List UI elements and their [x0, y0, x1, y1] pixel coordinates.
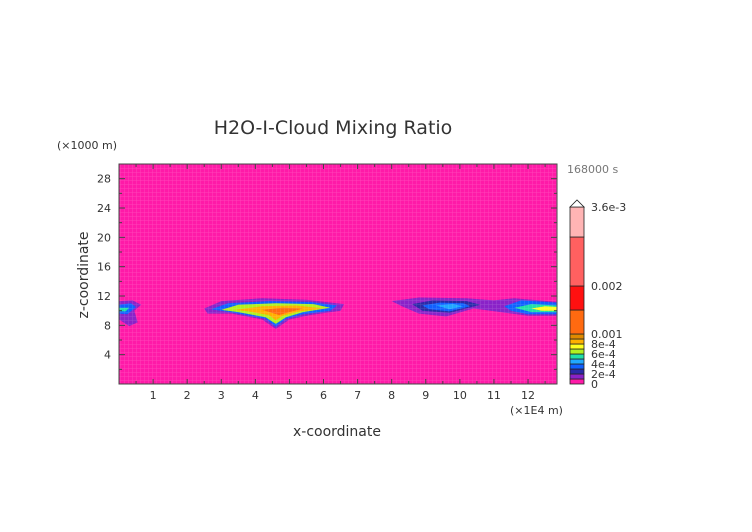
- y-tick-label: 28: [97, 173, 111, 186]
- colorbar-band: [569, 358, 585, 365]
- x-tick-label: 11: [487, 389, 501, 402]
- x-unit-label: (×1E4 m): [510, 404, 563, 417]
- y-tick-label: 4: [104, 349, 111, 362]
- colorbar-band: [569, 368, 585, 375]
- colorbar-label: 0.001: [591, 328, 623, 341]
- colorbar-band: [569, 353, 585, 360]
- x-tick-label: 6: [320, 389, 327, 402]
- colorbar-band: [569, 338, 585, 345]
- colorbar-band: [569, 363, 585, 370]
- colorbar-label: 0.002: [591, 280, 623, 293]
- colorbar-label: 8e-4: [591, 338, 616, 351]
- colorbar-label: 6e-4: [591, 348, 616, 361]
- chart-title: H2O-I-Cloud Mixing Ratio: [214, 117, 453, 139]
- x-tick-label: 1: [150, 389, 157, 402]
- x-tick-label: 7: [354, 389, 361, 402]
- x-tick-label: 9: [422, 389, 429, 402]
- x-tick-label: 12: [521, 389, 535, 402]
- x-tick-label: 5: [286, 389, 293, 402]
- y-unit-label: (×1000 m): [57, 139, 117, 152]
- x-axis-label: x-coordinate: [293, 424, 381, 440]
- y-tick-label: 12: [97, 290, 111, 303]
- x-tick-label: 2: [184, 389, 191, 402]
- grid-texture: [119, 164, 557, 384]
- colorbar-extend-arrow: [569, 199, 585, 208]
- y-tick-label: 24: [97, 202, 111, 215]
- x-tick-label: 4: [252, 389, 259, 402]
- x-tick-label: 3: [218, 389, 225, 402]
- colorbar-band: [569, 285, 585, 311]
- plot-area: [119, 164, 557, 384]
- colorbar-band: [569, 206, 585, 238]
- y-axis-label: z-coordinate: [76, 231, 92, 318]
- colorbar-band: [569, 343, 585, 350]
- colorbar-label: 4e-4: [591, 358, 616, 371]
- colorbar-label: 2e-4: [591, 368, 616, 381]
- y-tick-label: 16: [97, 261, 111, 274]
- x-tick-label: 8: [388, 389, 395, 402]
- colorbar-label: 3.6e-3: [591, 201, 626, 214]
- y-tick-label: 8: [104, 319, 111, 332]
- y-tick-label: 20: [97, 231, 111, 244]
- colorbar-band: [569, 309, 585, 335]
- colorbar: 02e-44e-46e-48e-40.001 0.002 3.6e-3: [569, 199, 626, 391]
- colorbar-band: [569, 378, 585, 385]
- colorbar-band: [569, 333, 585, 340]
- time-label: 168000 s: [567, 163, 618, 176]
- colorbar-label: 0: [591, 378, 598, 391]
- colorbar-band: [569, 348, 585, 355]
- x-tick-label: 10: [453, 389, 467, 402]
- plot-frame: [118, 163, 558, 385]
- colorbar-band: [569, 373, 585, 380]
- colorbar-band: [569, 236, 585, 287]
